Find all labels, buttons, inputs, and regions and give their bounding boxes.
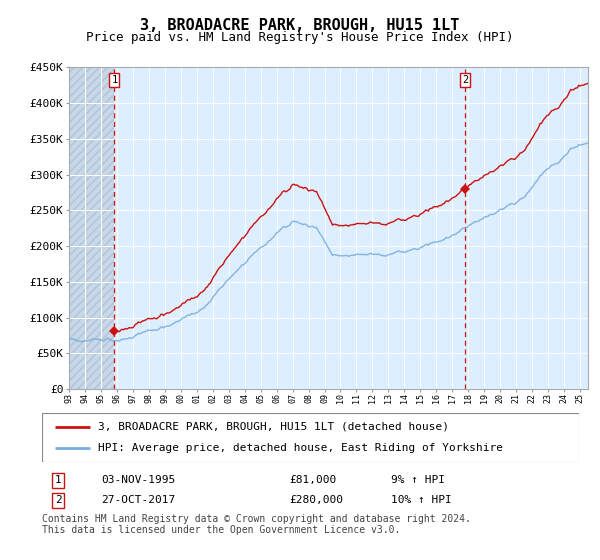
Text: Contains HM Land Registry data © Crown copyright and database right 2024.
This d: Contains HM Land Registry data © Crown c… [42, 514, 471, 535]
Text: £81,000: £81,000 [289, 475, 336, 486]
Text: 3, BROADACRE PARK, BROUGH, HU15 1LT: 3, BROADACRE PARK, BROUGH, HU15 1LT [140, 18, 460, 33]
Text: Price paid vs. HM Land Registry's House Price Index (HPI): Price paid vs. HM Land Registry's House … [86, 31, 514, 44]
Text: 1: 1 [111, 75, 118, 85]
Text: 3, BROADACRE PARK, BROUGH, HU15 1LT (detached house): 3, BROADACRE PARK, BROUGH, HU15 1LT (det… [98, 422, 449, 432]
Text: 2: 2 [55, 496, 61, 505]
Text: 10% ↑ HPI: 10% ↑ HPI [391, 496, 452, 505]
FancyBboxPatch shape [42, 413, 579, 462]
Text: 9% ↑ HPI: 9% ↑ HPI [391, 475, 445, 486]
Text: 03-NOV-1995: 03-NOV-1995 [101, 475, 175, 486]
Text: HPI: Average price, detached house, East Riding of Yorkshire: HPI: Average price, detached house, East… [98, 443, 503, 453]
Bar [69, 67, 115, 389]
Text: £280,000: £280,000 [289, 496, 343, 505]
Text: 1: 1 [55, 475, 61, 486]
Text: 27-OCT-2017: 27-OCT-2017 [101, 496, 175, 505]
Text: 2: 2 [462, 75, 469, 85]
